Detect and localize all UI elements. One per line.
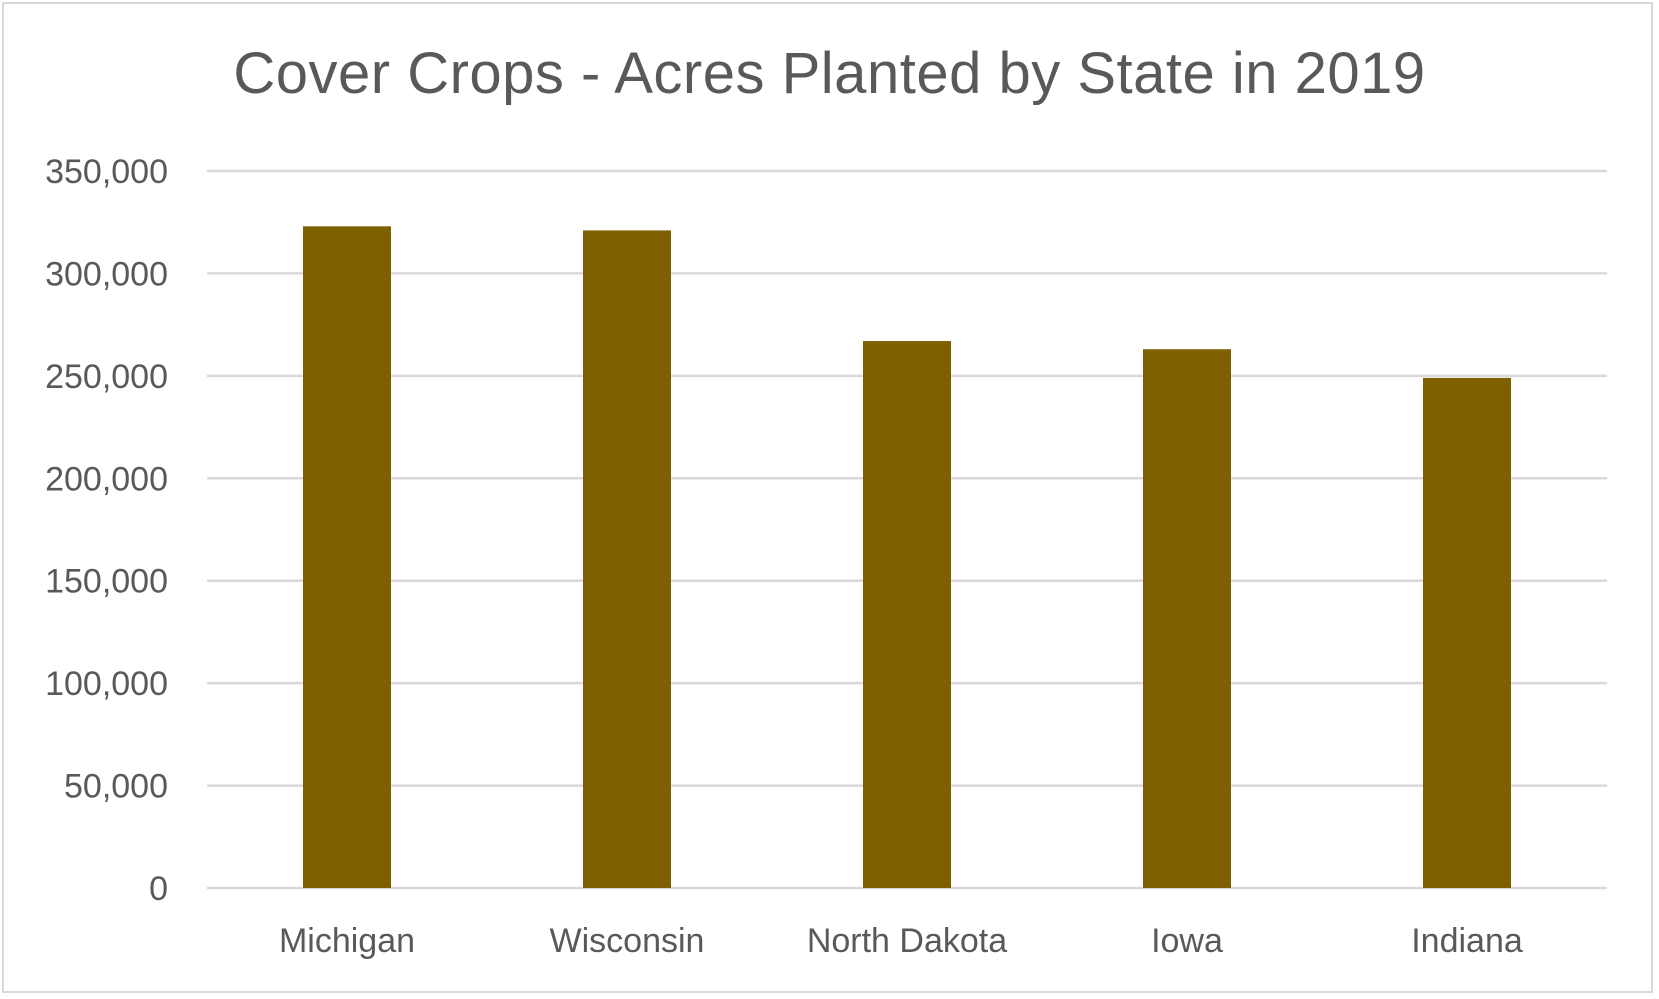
x-tick-label: Wisconsin	[550, 922, 705, 960]
bar-michigan	[303, 226, 391, 889]
x-tick-label: Michigan	[279, 922, 415, 960]
y-axis-tick-labels: 0 50,000 100,000 150,000 200,000 250,000 300,0…	[45, 153, 168, 908]
y-tick-label: 350,000	[45, 153, 168, 191]
y-tick-label: 200,000	[45, 460, 168, 498]
x-axis-tick-labels: Michigan Wisconsin North Dakota Iowa Indiana	[279, 922, 1523, 960]
y-tick-label: 300,000	[45, 255, 168, 293]
bar-indiana	[1423, 377, 1511, 888]
bars	[303, 226, 1511, 889]
bar-iowa	[1143, 349, 1231, 888]
y-tick-label: 50,000	[64, 768, 168, 806]
x-tick-label: North Dakota	[807, 922, 1007, 960]
x-tick-label: Iowa	[1151, 922, 1223, 960]
y-tick-label: 150,000	[45, 563, 168, 601]
y-tick-label: 0	[149, 870, 168, 908]
y-tick-label: 100,000	[45, 665, 168, 703]
y-tick-label: 250,000	[45, 358, 168, 396]
bar-north-dakota	[863, 341, 951, 888]
bar-wisconsin	[583, 230, 671, 888]
x-tick-label: Indiana	[1411, 922, 1523, 960]
chart-title: Cover Crops - Acres Planted by State in …	[233, 41, 1426, 106]
